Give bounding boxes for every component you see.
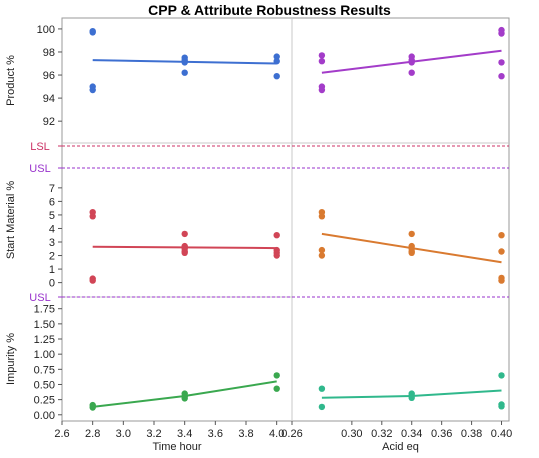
x-tick-label: 2.8 — [85, 428, 100, 440]
data-point — [181, 230, 188, 238]
x-tick-label: 2.6 — [54, 428, 69, 440]
data-point — [318, 246, 326, 254]
x-axis-label: Acid eq — [382, 441, 419, 453]
y-axis-label: Product % — [5, 55, 17, 106]
y-tick-label: 92 — [43, 116, 55, 128]
data-point — [89, 404, 96, 411]
data-point — [498, 248, 505, 255]
data-point — [273, 385, 280, 392]
data-point — [181, 59, 188, 66]
data-point — [273, 252, 280, 259]
y-axis-label: Impurity % — [5, 333, 17, 385]
data-point — [408, 59, 415, 66]
data-point — [273, 58, 280, 65]
data-point — [408, 249, 415, 256]
x-axis-label: Time hour — [152, 441, 201, 453]
x-tick-label: 4.0 — [269, 428, 284, 440]
data-point — [498, 403, 505, 410]
data-point — [498, 372, 505, 379]
x-tick-label: 3.2 — [146, 428, 161, 440]
x-tick-label: 3.8 — [238, 428, 253, 440]
y-tick-label: 3 — [49, 237, 55, 249]
data-point — [89, 86, 96, 94]
data-point — [318, 213, 326, 220]
data-point — [89, 29, 96, 36]
data-point — [498, 73, 505, 80]
y-tick-label: 1 — [49, 264, 55, 276]
limit-label: USL — [29, 292, 50, 304]
y-tick-label: 1.00 — [34, 349, 55, 361]
y-tick-label: 94 — [43, 93, 55, 105]
y-tick-label: 96 — [43, 70, 55, 82]
y-tick-label: 7 — [49, 183, 55, 195]
data-point — [273, 53, 280, 60]
y-tick-label: 0.00 — [34, 410, 55, 422]
y-tick-label: 6 — [49, 196, 55, 208]
data-point — [498, 59, 505, 66]
x-tick-label: 0.30 — [341, 428, 362, 440]
x-tick-label: 3.4 — [177, 428, 192, 440]
data-point — [89, 277, 96, 284]
y-tick-label: 0.75 — [34, 364, 55, 376]
data-point — [408, 230, 415, 238]
y-tick-label: 0 — [49, 278, 55, 290]
data-point — [498, 30, 505, 37]
x-tick-label: 3.6 — [208, 428, 223, 440]
data-point — [498, 232, 505, 239]
x-tick-label: 0.38 — [461, 428, 482, 440]
y-tick-label: 1.50 — [34, 319, 55, 331]
x-tick-label: 3.0 — [116, 428, 131, 440]
y-tick-label: 4 — [49, 223, 55, 235]
y-tick-label: 1.25 — [34, 334, 55, 346]
data-point — [181, 249, 188, 256]
data-point — [318, 52, 326, 59]
x-tick-label: 0.34 — [401, 428, 422, 440]
y-tick-label: 0.50 — [34, 379, 55, 391]
data-point — [318, 403, 326, 411]
x-tick-label: 0.36 — [431, 428, 452, 440]
limit-label: USL — [29, 163, 50, 175]
x-tick-label: 0.32 — [371, 428, 392, 440]
data-point — [273, 232, 280, 239]
plot-frame — [61, 17, 510, 422]
data-point — [273, 73, 280, 80]
y-tick-label: 1.75 — [34, 304, 55, 316]
data-point — [318, 58, 326, 65]
y-tick-label: 2 — [49, 251, 55, 263]
data-point — [498, 277, 505, 284]
y-axis-label: Start Material % — [5, 181, 17, 259]
y-tick-label: 0.25 — [34, 395, 55, 407]
data-point — [408, 394, 415, 401]
x-tick-label: 0.26 — [281, 428, 302, 440]
data-point — [89, 213, 96, 220]
y-tick-label: 100 — [37, 24, 55, 36]
data-point — [273, 372, 280, 379]
data-point — [181, 69, 188, 76]
data-point — [318, 385, 326, 392]
x-tick-label: 0.40 — [491, 428, 512, 440]
data-point — [181, 395, 188, 402]
limit-label: LSL — [30, 141, 50, 153]
y-tick-label: 98 — [43, 47, 55, 59]
data-point — [318, 252, 326, 259]
data-point — [408, 69, 415, 76]
data-point — [318, 86, 326, 94]
chart-title: CPP & Attribute Robustness Results — [148, 2, 391, 18]
y-tick-label: 5 — [49, 210, 55, 222]
